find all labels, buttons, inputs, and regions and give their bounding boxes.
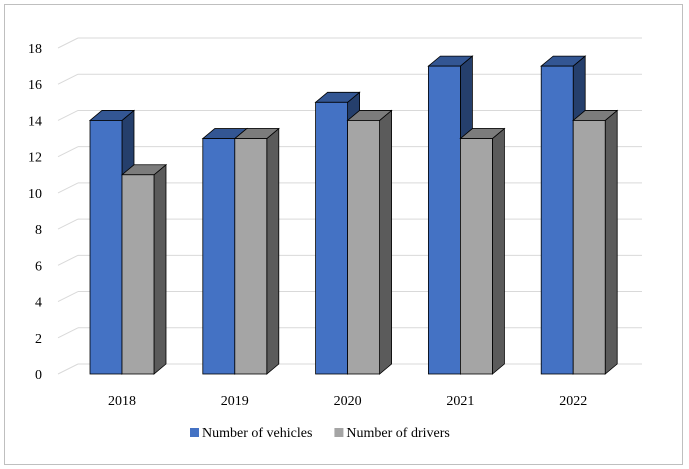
x-tick-label: 2021	[446, 394, 474, 409]
legend-swatch	[190, 428, 199, 437]
y-tick-label: 12	[28, 151, 42, 166]
y-tick-label: 10	[28, 187, 42, 202]
x-tick-label: 2022	[559, 394, 587, 409]
gridline-depth-14	[57, 109, 79, 121]
bar-2022-drivers	[572, 109, 619, 375]
gridline-depth-18	[57, 37, 79, 49]
legend-swatch	[334, 428, 344, 437]
y-tick-label: 18	[28, 42, 42, 57]
y-tick-label: 4	[35, 296, 42, 311]
gridline-depth-12	[57, 146, 79, 158]
gridline-depth-8	[57, 218, 79, 230]
gridline-depth-0	[57, 363, 79, 375]
gridline-depth-10	[57, 182, 79, 194]
legend: Number of vehicles Number of drivers	[190, 426, 450, 441]
legend-label: Number of drivers	[346, 426, 449, 441]
bar-2020-drivers	[346, 109, 393, 375]
x-tick-label: 2019	[221, 394, 249, 409]
y-tick-label: 16	[28, 78, 42, 93]
y-tick-label: 2	[35, 332, 42, 347]
y-tick-label: 6	[35, 259, 42, 274]
gridline-depth-16	[57, 73, 79, 85]
y-tick-label: 14	[28, 114, 42, 129]
y-tick-label: 8	[35, 223, 42, 238]
gridline-depth-2	[57, 327, 79, 339]
y-tick-label: 0	[35, 368, 42, 383]
x-tick-label: 2018	[108, 394, 136, 409]
y-axis: 0 2 4 6 8 10 12 14 16 18	[28, 42, 42, 383]
gridline-depth-4	[57, 291, 79, 303]
bar-2021-drivers	[459, 127, 506, 375]
legend-label: Number of vehicles	[202, 426, 312, 441]
legend-item-drivers: Number of drivers	[334, 426, 450, 441]
bars	[88, 55, 619, 375]
legend-item-vehicles: Number of vehicles	[190, 426, 312, 441]
x-tick-label: 2020	[334, 394, 362, 409]
bar-2019-drivers	[233, 127, 280, 375]
x-axis: 2018 2019 2020 2021 2022	[108, 394, 587, 409]
gridline-depth-6	[57, 254, 79, 266]
bar-2018-drivers	[120, 163, 168, 375]
